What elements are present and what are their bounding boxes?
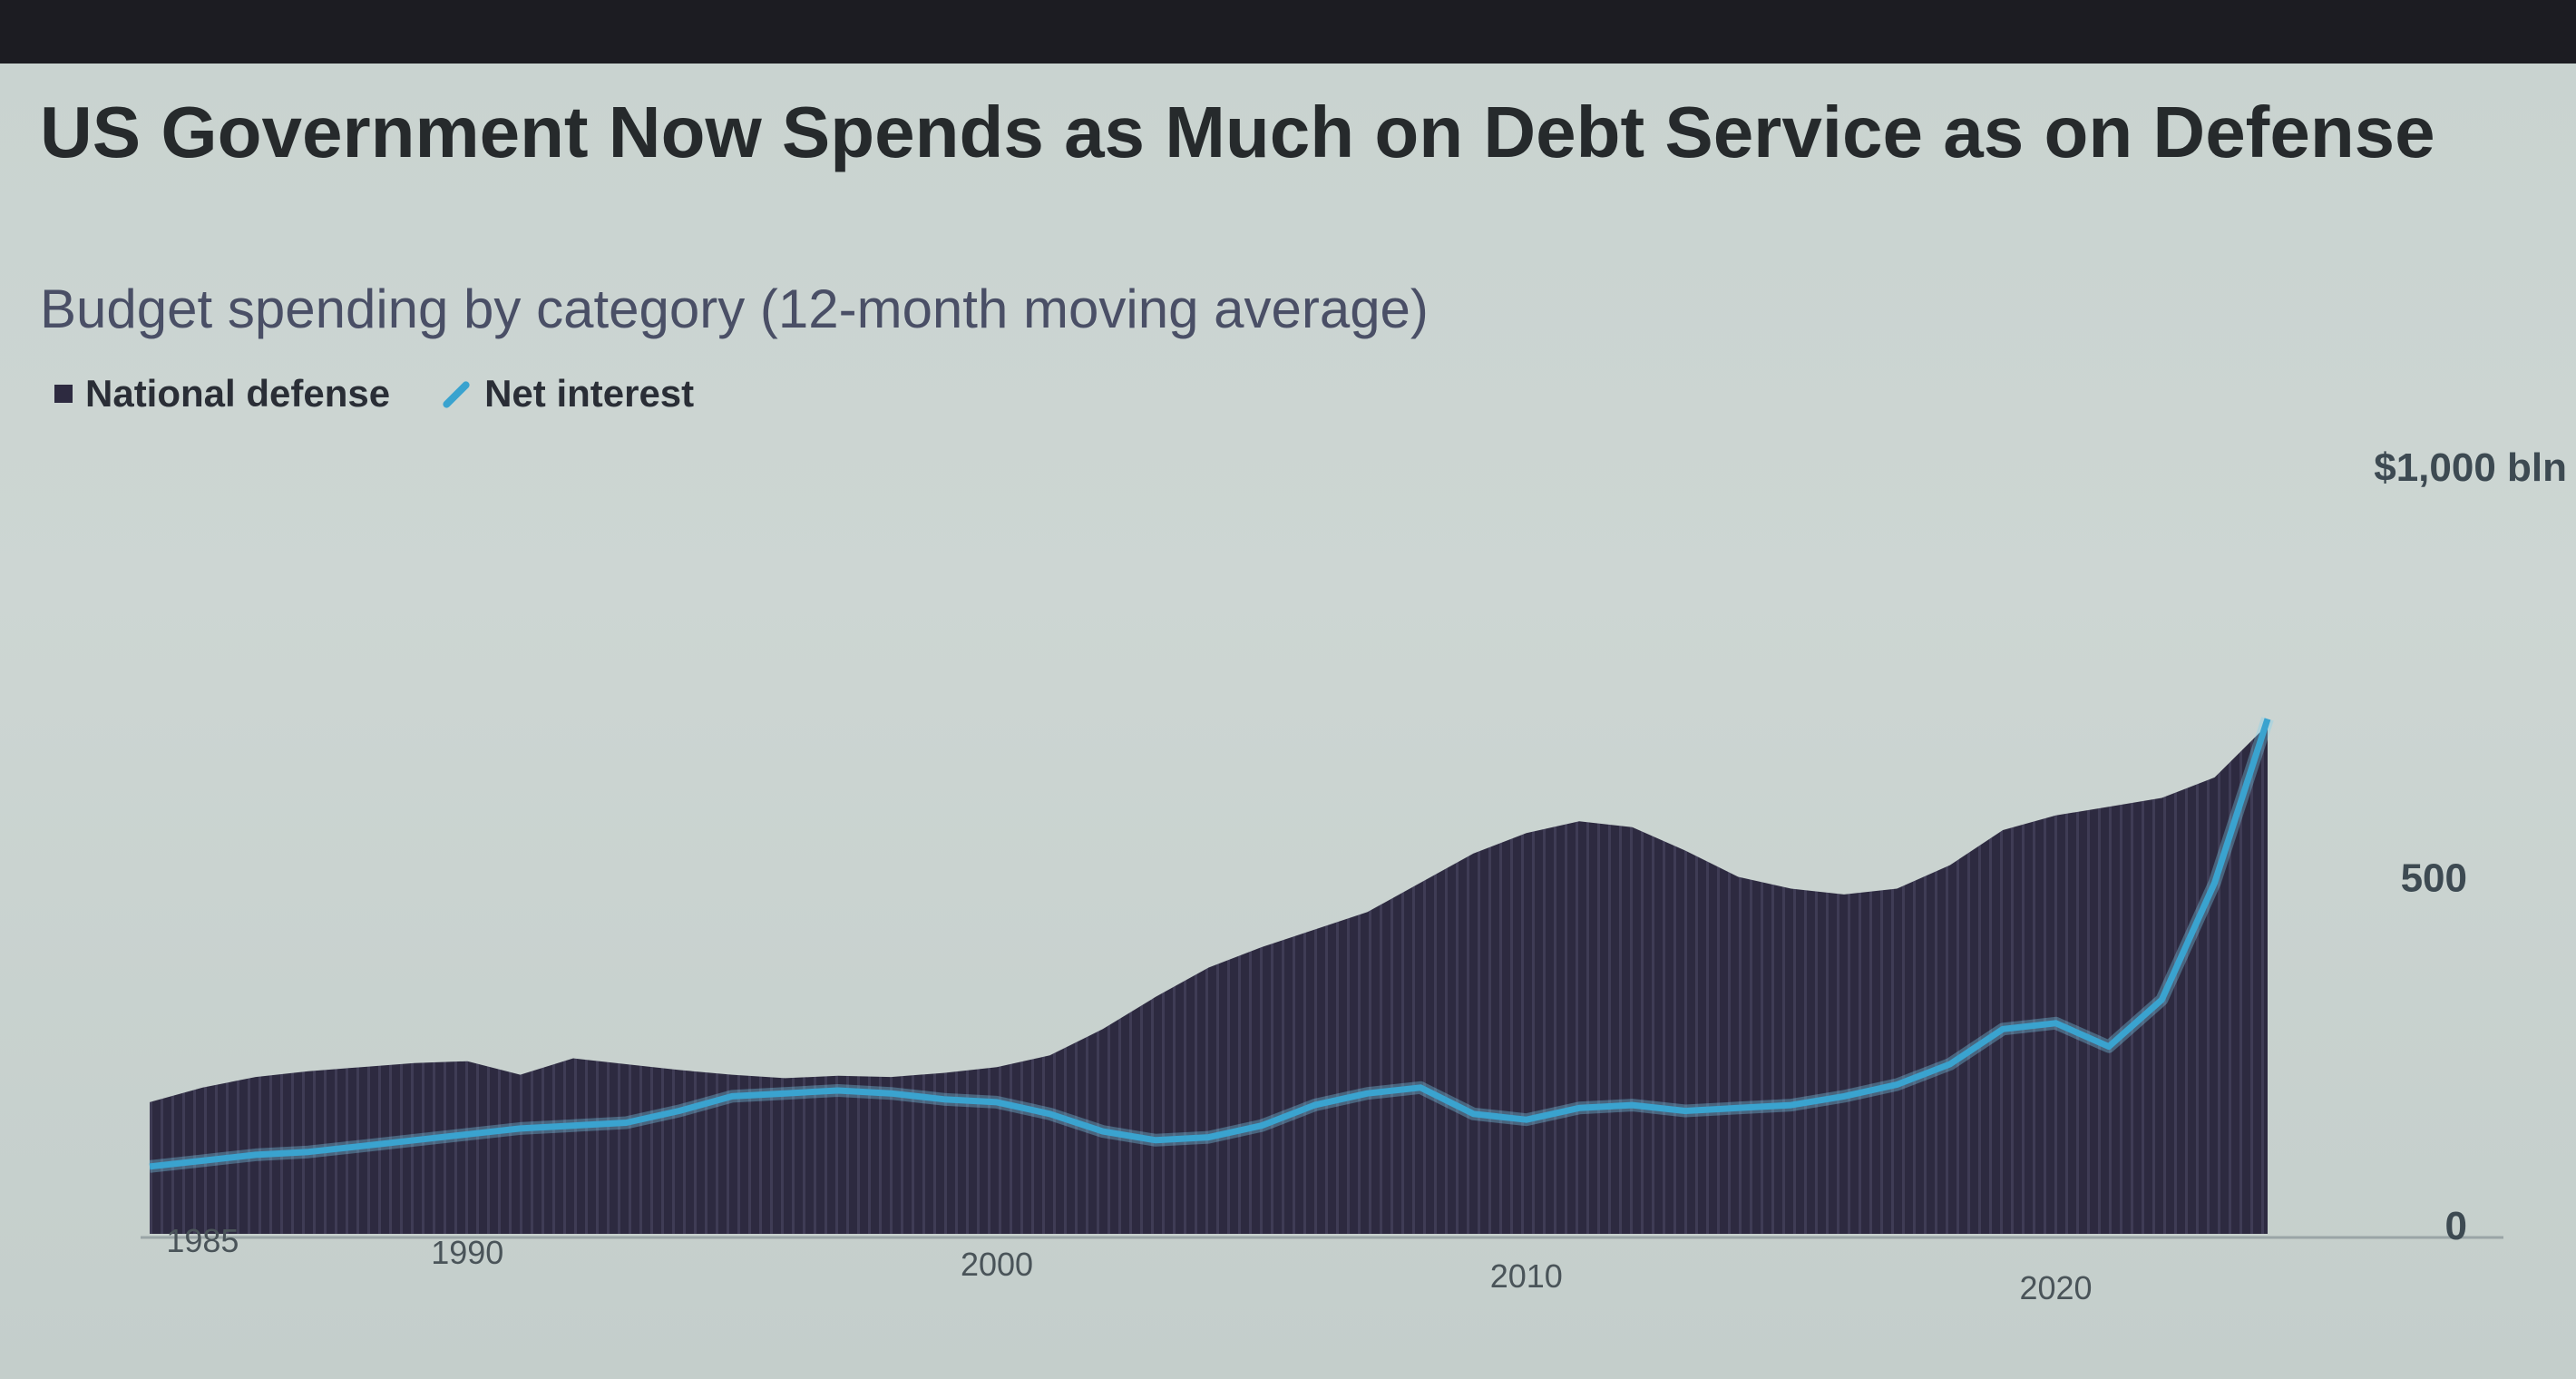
x-tick-label: 2010: [1490, 1257, 1563, 1295]
legend-label-defense: National defense: [85, 372, 391, 415]
series-line-net-interest: [149, 718, 2271, 1170]
y-tick-label: $1,000 bln: [2374, 445, 2567, 490]
x-tick-label: 1985: [166, 1222, 239, 1259]
legend: National defense Net interest: [54, 372, 694, 416]
y-tick-label: 0: [2445, 1204, 2467, 1248]
x-tick-label: 2000: [961, 1246, 1033, 1283]
legend-label-interest: Net interest: [484, 372, 695, 415]
chart-card: US Government Now Spends as Much on Debt…: [0, 64, 2576, 1379]
legend-square-icon: [54, 385, 73, 403]
chart-subtitle: Budget spending by category (12-month mo…: [40, 279, 1429, 339]
chart-plot: 0 500 $1,000 bln 1985 1990 2000 2010 2020: [141, 445, 2567, 1306]
x-tick-label: 2020: [2019, 1269, 2092, 1306]
legend-item-defense: National defense: [54, 372, 390, 416]
legend-item-interest: Net interest: [435, 372, 694, 416]
series-area-national-defense: [150, 724, 2268, 1234]
x-tick-label: 1990: [431, 1234, 503, 1271]
y-tick-label: 500: [2401, 856, 2467, 901]
chart-title: US Government Now Spends as Much on Debt…: [40, 92, 2435, 172]
